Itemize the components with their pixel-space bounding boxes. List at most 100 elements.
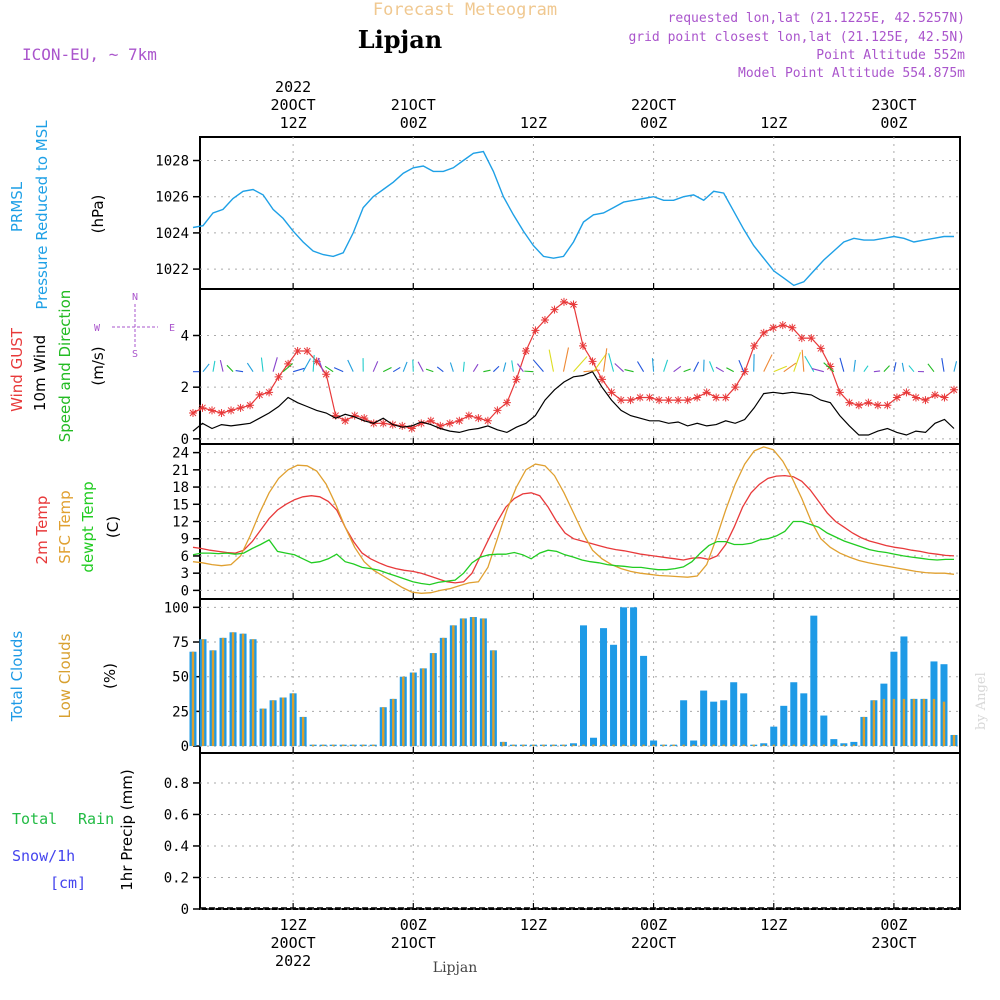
pressure-line [192, 150, 954, 287]
panels: 1022102410261028024036912151821240255075… [155, 136, 961, 918]
precip-unit: 1hr Precip (mm) [118, 769, 136, 890]
wind-arrow [683, 368, 691, 373]
wind-arrow [693, 361, 700, 372]
gust-marker [208, 406, 217, 415]
panel-frame [199, 136, 961, 290]
low-cloud-bar [822, 744, 826, 747]
temp-unit: (C) [104, 516, 122, 538]
total-clouds-label: Total Clouds [8, 631, 26, 723]
top-time-label: 12Z [520, 114, 547, 132]
low-cloud-bar [362, 744, 365, 747]
pressure-label: PRMSL [8, 181, 26, 232]
wind-arrow [402, 361, 408, 372]
gust-marker [227, 406, 236, 415]
total-cloud-bar [830, 739, 838, 747]
low-cloud-bar [231, 632, 235, 747]
low-cloud-bar [952, 734, 956, 747]
gust-marker [398, 421, 407, 430]
wind-arrow [235, 370, 244, 373]
total-label: Total [12, 810, 57, 828]
gust-marker [293, 347, 302, 355]
low-cloud-bar [852, 744, 856, 747]
wind-arrow [853, 359, 856, 372]
gust-marker [626, 396, 635, 405]
wind-arrow [941, 358, 945, 372]
gust-marker [921, 396, 930, 405]
bottom-time-label: 2022 [275, 952, 311, 970]
total-cloud-bar [700, 690, 708, 747]
total-cloud-bar [690, 740, 698, 747]
wind-unit: (m/s) [89, 346, 107, 385]
wind-arrow [883, 365, 890, 373]
total-cloud-bar [780, 705, 788, 747]
gust-marker [873, 401, 882, 410]
y-tick-label: 3 [181, 566, 189, 582]
low-cloud-bar [261, 708, 265, 747]
gust-marker [750, 341, 759, 350]
gust-marker [569, 300, 578, 309]
wind-arrow [573, 356, 588, 373]
wind-arrow [583, 369, 601, 373]
wind-arrow [219, 359, 224, 372]
wind-arrow [372, 361, 379, 372]
gust-marker [265, 388, 274, 397]
gust-marker [559, 297, 568, 306]
total-cloud-bar [590, 737, 598, 747]
low-cloud-bar [532, 744, 535, 747]
top-time-label: 12Z [280, 114, 307, 132]
wind-arrow [793, 352, 802, 372]
low-cloud-bar [522, 744, 525, 747]
wind-arrow [863, 365, 869, 372]
gust-marker [436, 421, 445, 430]
top-time-label: 20OCT [271, 96, 316, 114]
y-tick-label: 1022 [155, 262, 189, 278]
top-title: Forecast Meteogram [373, 0, 557, 20]
low-cloud-bar [812, 744, 816, 747]
gust-marker [474, 414, 483, 423]
low-cloud-bar [682, 744, 685, 747]
top-time-label: 2022 [275, 78, 311, 96]
wind-arrow [651, 358, 655, 372]
y-tick-label: 50 [172, 670, 189, 686]
bottom-time-label: 12Z [520, 916, 547, 934]
y-tick-label: 21 [172, 463, 189, 479]
gust-marker [255, 390, 264, 399]
wind-arrow [624, 369, 634, 373]
low-cloud-bar [582, 744, 585, 747]
y-tick-label: 0.6 [164, 807, 189, 823]
y-tick-label: 1026 [155, 190, 189, 206]
gust-marker [930, 390, 939, 399]
gust-marker [731, 383, 740, 392]
low-cloud-bar [672, 744, 675, 747]
low-cloud-bar [462, 618, 465, 747]
y-tick-label: 1024 [155, 226, 189, 242]
top-time-label: 00Z [880, 114, 907, 132]
wind-arrow [804, 355, 815, 372]
low-cloud-bar [412, 672, 415, 747]
low-cloud-bar [311, 744, 315, 747]
gust-marker [911, 393, 920, 402]
bottom-time-label: 12Z [280, 916, 307, 934]
low-cloud-bar [792, 744, 795, 747]
panel-frame [199, 598, 961, 754]
low-cloud-bar [782, 744, 785, 747]
low-cloud-bar [341, 744, 345, 747]
y-tick-label: 15 [172, 497, 189, 513]
compass-n: N [132, 292, 138, 303]
total-cloud-bar [630, 607, 638, 747]
top-time-label: 00Z [640, 114, 667, 132]
gust-marker [797, 334, 806, 343]
gust-marker [664, 396, 673, 405]
low-cloud-bar [281, 697, 285, 747]
y-tick-label: 9 [181, 532, 189, 548]
low-cloud-bar [331, 744, 335, 747]
point-altitude: Point Altitude 552m [816, 48, 965, 63]
gust-marker [759, 328, 768, 337]
y-tick-label: 75 [172, 635, 189, 651]
wind-arrow [548, 349, 555, 372]
footer-location: Lipjan [433, 960, 477, 976]
gust-marker [598, 375, 607, 384]
gust-marker [531, 326, 540, 335]
